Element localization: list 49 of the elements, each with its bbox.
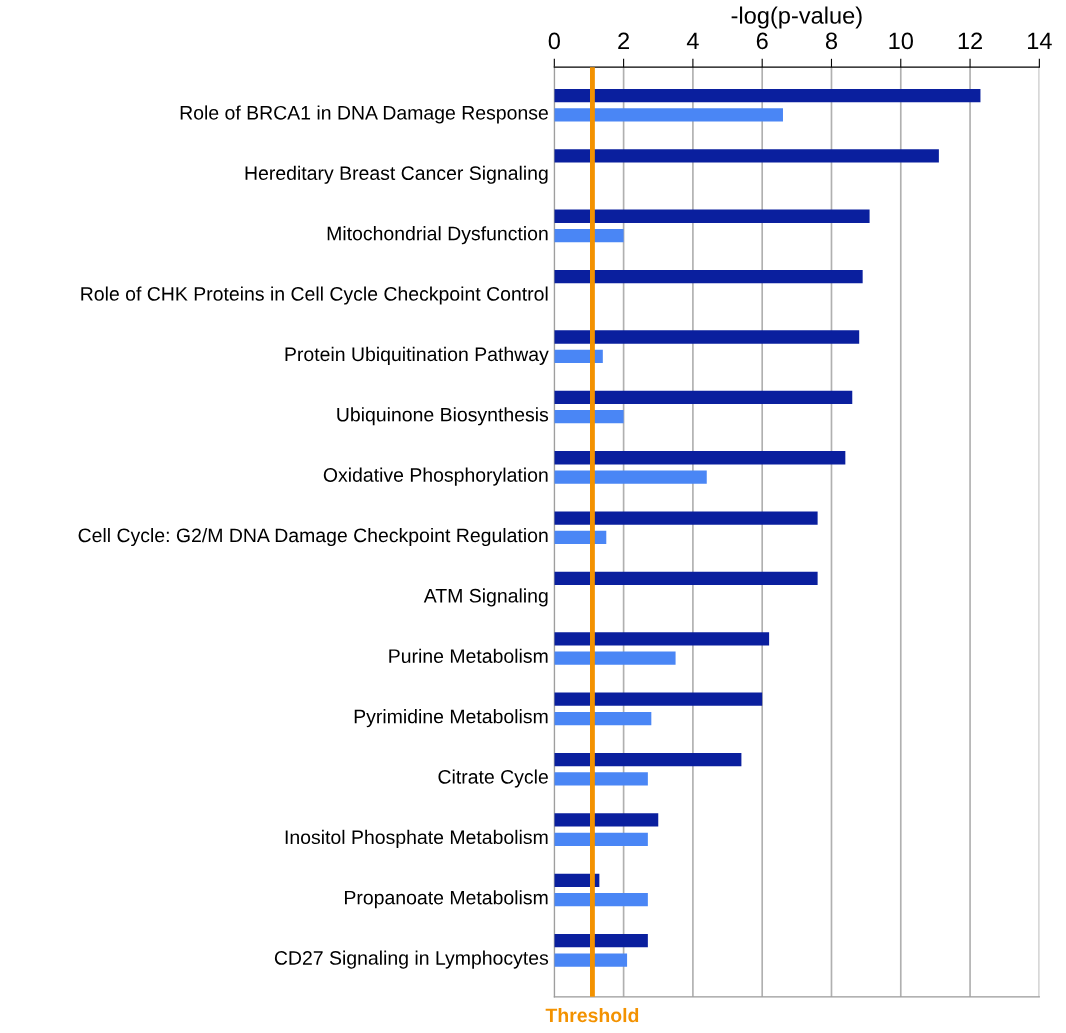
y-tick-label: Mitochondrial Dysfunction xyxy=(327,226,548,245)
y-tick-label: Ubiquinone Biosynthesis xyxy=(337,407,549,426)
ref-line-label: Threshold xyxy=(545,1007,639,1023)
y-tick-label: Pyrimidine Metabolism xyxy=(354,709,548,728)
bar xyxy=(554,632,770,646)
bar xyxy=(554,451,846,465)
y-tick-label: Purine Metabolism xyxy=(389,648,548,663)
bar xyxy=(554,149,939,163)
bar xyxy=(554,832,648,846)
y-tick-label: Hereditary Breast Cancer Signaling xyxy=(245,165,548,184)
x-tick-label: 12 xyxy=(958,32,983,50)
y-tick-label: CD27 Signaling in Lymphocytes xyxy=(274,950,549,969)
y-tick-label: Inositol Phosphate Metabolism xyxy=(285,829,548,848)
bar xyxy=(554,651,676,665)
bar xyxy=(554,813,659,827)
bar xyxy=(554,953,628,967)
bar xyxy=(554,228,624,243)
bar xyxy=(554,692,763,706)
x-tick-label: 0 xyxy=(548,32,560,50)
x-tick-label: 8 xyxy=(825,32,838,50)
bar xyxy=(554,934,648,948)
x-tick-label: 6 xyxy=(756,32,768,50)
x-tick-label: 10 xyxy=(889,32,913,50)
bar xyxy=(554,772,648,786)
bar xyxy=(554,711,652,726)
y-tick-label: Cell Cycle: G2/M DNA Damage Checkpoint Regulation xyxy=(78,527,548,547)
x-tick-label: 2 xyxy=(618,32,629,50)
y-tick-label: Role of BRCA1 in DNA Damage Response xyxy=(180,105,548,124)
x-axis-title: -log(p-value) xyxy=(731,6,862,29)
bar xyxy=(554,893,648,907)
bar xyxy=(554,511,818,525)
bar xyxy=(554,209,870,223)
x-tick-label: 14 xyxy=(1028,32,1052,50)
bar xyxy=(554,752,742,767)
bar xyxy=(554,330,860,344)
bar xyxy=(554,108,783,122)
y-tick-label: Protein Ubiquitination Pathway xyxy=(285,346,549,365)
y-tick-label: Citrate Cycle xyxy=(438,769,548,788)
bar xyxy=(554,390,853,405)
bar xyxy=(554,470,707,484)
bar xyxy=(554,571,818,586)
bar xyxy=(554,269,863,284)
y-tick-label: ATM Signaling xyxy=(423,588,548,607)
y-tick-label: Propanoate Metabolism xyxy=(345,890,548,909)
y-tick-label: Role of CHK Proteins in Cell Cycle Checkpoint Control xyxy=(81,286,548,305)
bar xyxy=(554,88,981,103)
bar xyxy=(554,410,624,424)
x-tick-label: 4 xyxy=(686,32,699,50)
y-tick-label: Oxidative Phosphorylation xyxy=(323,467,548,486)
